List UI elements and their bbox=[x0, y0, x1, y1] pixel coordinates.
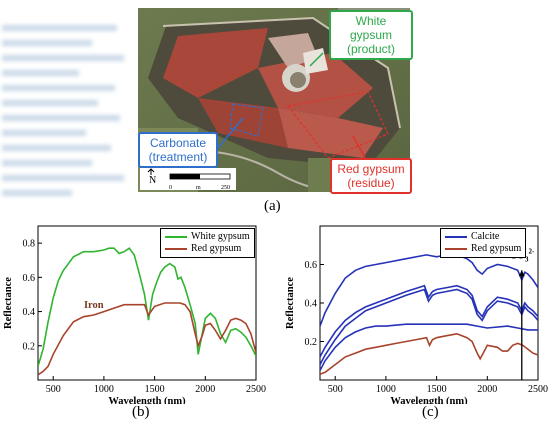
chart-b-series-red-gypsum bbox=[38, 302, 256, 376]
scale-tick-m: m bbox=[196, 185, 201, 191]
legend-b-swatch-white bbox=[165, 236, 187, 238]
chart-c-series-calcite-2 bbox=[320, 284, 538, 358]
chart-b-xtick-label: 500 bbox=[46, 384, 61, 395]
scale-tick-250: 250 bbox=[221, 185, 230, 191]
scale-tick-0: 0 bbox=[169, 185, 172, 191]
legend-c: Calcite Red gypsum bbox=[440, 228, 527, 258]
callout-white-gypsum: White gypsum (product) bbox=[329, 10, 413, 60]
chart-b-plot-frame bbox=[37, 225, 257, 381]
chart-b: 500 1000 1500 2000 2500 0.2 0.4 0.6 0.8 Wavelengt… bbox=[3, 225, 266, 404]
callout-red-gypsum-line1: Red gypsum bbox=[337, 162, 405, 176]
chart-b-xtick-label: 2500 bbox=[246, 384, 266, 395]
chart-c-xtick-label: 1000 bbox=[376, 384, 396, 395]
chart-c-xlabel: Wavelength (nm) bbox=[390, 396, 468, 404]
chart-b-ytick-label: 0.2 bbox=[23, 341, 36, 352]
callout-carbonate-line1: Carbonate bbox=[149, 136, 207, 150]
chart-c-ytick-label: 0.6 bbox=[305, 260, 318, 271]
chart-c-ytick-label: 0.4 bbox=[305, 299, 318, 310]
chart-b-ytick-label: 0.4 bbox=[23, 307, 36, 318]
callout-white-gypsum-line2: (product) bbox=[346, 42, 396, 56]
chart-c-xtick-label: 2500 bbox=[528, 384, 548, 395]
chart-c-annotation-arrowhead bbox=[518, 270, 525, 277]
panel-a-label: (a) bbox=[264, 198, 281, 214]
chart-c-ytick-label: 0.2 bbox=[305, 337, 318, 348]
panel-b-label: (b) bbox=[132, 404, 150, 420]
chart-b-xtick-label: 2000 bbox=[195, 384, 215, 395]
chart-b-ylabel: Reflectance bbox=[3, 277, 14, 329]
chart-c-xtick-label: 2000 bbox=[477, 384, 497, 395]
chart-c-xtick-label: 500 bbox=[328, 384, 343, 395]
chart-c-xtick-label: 1500 bbox=[427, 384, 447, 395]
chart-b-series-white-gypsum bbox=[38, 247, 256, 367]
chart-b-xtick-label: 1000 bbox=[94, 384, 114, 395]
blurred-text-column bbox=[2, 25, 130, 205]
chart-b-annotation-iron: Iron bbox=[84, 300, 104, 311]
legend-b-white-gypsum: White gypsum bbox=[191, 231, 250, 242]
legend-c-swatch-calcite bbox=[445, 236, 467, 238]
chart-c-series-red-gypsum bbox=[320, 332, 538, 375]
chart-c-series-calcite-4 bbox=[320, 323, 538, 371]
panel-c-label: (c) bbox=[422, 404, 439, 420]
legend-c-calcite: Calcite bbox=[471, 231, 500, 242]
chart-c-series-calcite-3 bbox=[320, 288, 538, 365]
north-label: N bbox=[149, 175, 156, 186]
callout-red-gypsum: Red gypsum (residue) bbox=[330, 158, 412, 194]
callout-red-gypsum-line2: (residue) bbox=[347, 176, 395, 190]
legend-b: White gypsum Red gypsum bbox=[160, 228, 255, 258]
chart-b-xlabel: Wavelength (nm) bbox=[108, 396, 186, 404]
legend-b-red-gypsum: Red gypsum bbox=[191, 243, 242, 254]
legend-b-swatch-red bbox=[165, 248, 187, 250]
chart-b-xtick-label: 1500 bbox=[145, 384, 165, 395]
callout-carbonate-line2: (treatment) bbox=[148, 150, 208, 164]
callout-carbonate: Carbonate (treatment) bbox=[138, 132, 218, 168]
chart-c-ylabel: Reflectance bbox=[285, 277, 296, 329]
callout-white-gypsum-line1: White gypsum bbox=[349, 14, 393, 42]
chart-b-ytick-label: 0.8 bbox=[23, 239, 36, 250]
chart-b-ytick-label: 0.6 bbox=[23, 273, 36, 284]
legend-c-swatch-red bbox=[445, 248, 467, 250]
legend-c-red-gypsum: Red gypsum bbox=[471, 243, 522, 254]
